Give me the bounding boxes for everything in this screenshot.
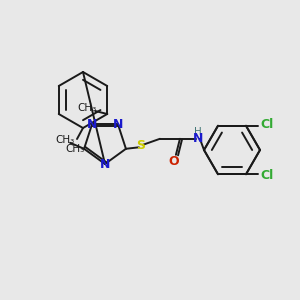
Text: N: N <box>193 132 203 145</box>
Text: S: S <box>136 139 146 152</box>
Text: N: N <box>87 118 97 131</box>
Text: N: N <box>100 158 110 170</box>
Text: H: H <box>194 127 202 137</box>
Text: Cl: Cl <box>260 118 274 131</box>
Text: CH₃: CH₃ <box>56 135 75 145</box>
Text: O: O <box>169 155 179 168</box>
Text: CH₃: CH₃ <box>65 144 85 154</box>
Text: N: N <box>113 118 123 131</box>
Text: Cl: Cl <box>260 169 274 182</box>
Text: CH₃: CH₃ <box>78 103 97 113</box>
